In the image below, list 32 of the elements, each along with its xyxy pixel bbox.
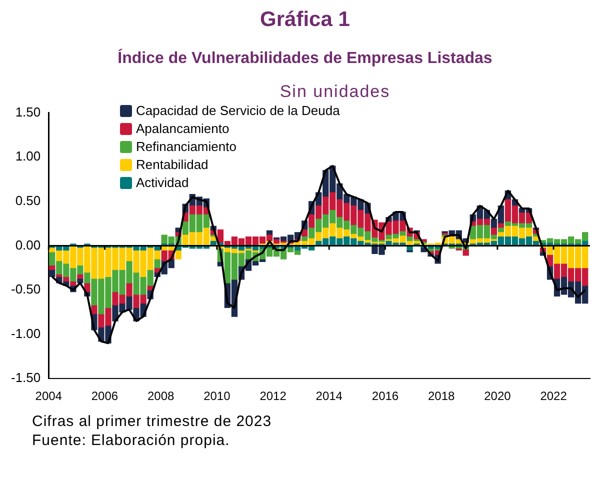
x-tick-label: 2016 — [372, 389, 399, 404]
bar — [175, 250, 182, 260]
x-tick-label: 2020 — [484, 389, 512, 404]
legend-label: Apalancamiento — [136, 120, 230, 138]
y-axis-title: Sin unidades — [278, 82, 392, 102]
x-tick-label: 2012 — [260, 389, 287, 404]
x-tick-label: 2004 — [35, 389, 62, 404]
x-tick-label: 2014 — [316, 389, 343, 404]
legend-label: Refinanciamiento — [136, 138, 236, 156]
y-tick-label: -0.50 — [10, 282, 41, 297]
chart-subtitle: Índice de Vulnerabilidades de Empresas Listadas — [116, 50, 494, 68]
legend-label: Capacidad de Servicio de la Deuda — [136, 102, 340, 120]
legend-label: Actividad — [136, 174, 189, 192]
y-tick-label: 1.50 — [15, 104, 41, 120]
x-tick-label: 2022 — [540, 389, 568, 404]
legend-label: Rentabilidad — [136, 156, 208, 174]
y-tick-label: -1.50 — [10, 370, 41, 386]
y-tick-label: 0.50 — [15, 192, 41, 208]
x-tick-label: 2006 — [91, 389, 118, 404]
x-tick-label: 2008 — [147, 389, 174, 404]
x-tick-label: 2010 — [204, 389, 231, 404]
y-tick-label: 0.00 — [15, 237, 41, 252]
bar — [77, 274, 84, 279]
bar — [154, 258, 160, 268]
x-tick-label: 2018 — [428, 389, 456, 404]
bar — [91, 304, 98, 314]
text: Cifras al primer trimestre de 2023 — [32, 413, 273, 430]
bar — [70, 280, 76, 286]
y-tick-label: -1.00 — [10, 326, 41, 341]
source-note: Fuente: Elaboración propia. — [32, 432, 231, 449]
chart-title: Gráfica 1 — [259, 8, 351, 32]
y-tick-label: 1.00 — [15, 148, 41, 164]
